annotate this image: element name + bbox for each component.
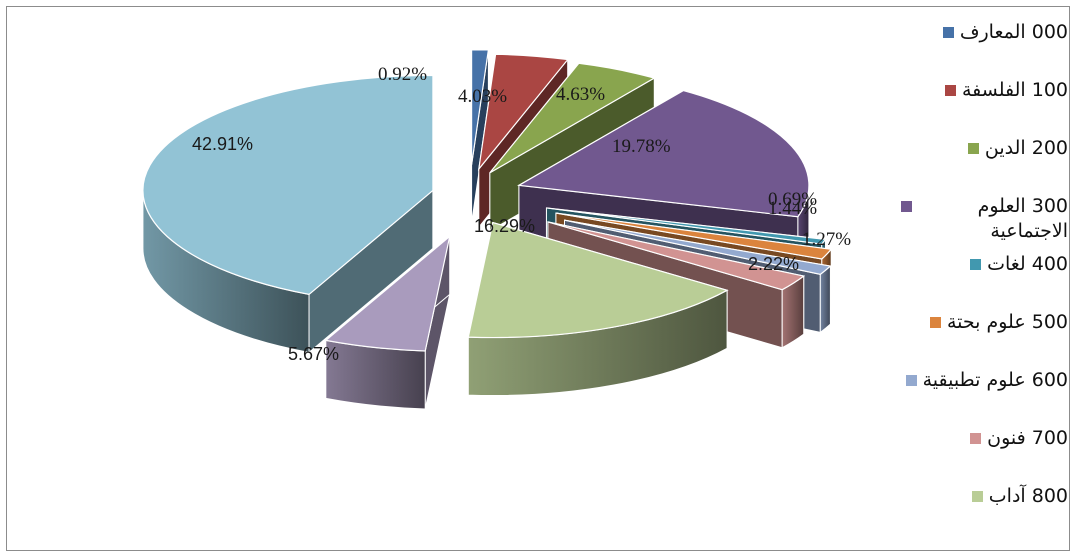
pie-slice bbox=[142, 74, 434, 354]
data-label: 1.44% bbox=[768, 198, 817, 219]
legend-swatch bbox=[905, 375, 917, 386]
data-label: 4.63% bbox=[556, 84, 605, 105]
pie-slice bbox=[324, 234, 451, 410]
pie-slice bbox=[467, 221, 729, 397]
legend-swatch bbox=[970, 259, 982, 270]
legend-label: 300 العلوم الاجتماعية bbox=[977, 195, 1068, 242]
data-label: 4.03% bbox=[458, 86, 507, 107]
legend-swatch bbox=[971, 491, 983, 502]
legend-label: 800 آداب bbox=[988, 485, 1068, 507]
legend-swatch bbox=[929, 317, 941, 328]
legend-label: 500 علوم بحتة bbox=[946, 311, 1068, 333]
legend-swatch bbox=[942, 27, 954, 38]
legend-item: 300 العلوم الاجتماعية bbox=[901, 194, 1068, 244]
data-label: 0.69% bbox=[768, 189, 817, 210]
data-label: 0.92% bbox=[378, 64, 427, 85]
legend-item: 800 آداب bbox=[971, 484, 1068, 509]
legend-item: 200 الدين bbox=[967, 136, 1068, 161]
legend-item: 600 علوم تطبيقية bbox=[905, 368, 1068, 393]
legend-swatch bbox=[967, 143, 979, 154]
legend-label: 100 الفلسفة bbox=[961, 79, 1068, 101]
legend-label: 000 المعارف bbox=[959, 21, 1068, 43]
data-label: 19.78% bbox=[612, 136, 671, 157]
legend-label: 700 فنون bbox=[987, 427, 1068, 449]
legend-item: 100 الفلسفة bbox=[944, 78, 1068, 103]
legend-item: 500 علوم بحتة bbox=[929, 310, 1068, 335]
legend-swatch bbox=[901, 201, 912, 212]
pie-slice bbox=[470, 49, 490, 223]
data-label: 2.22% bbox=[748, 254, 799, 274]
legend-swatch bbox=[970, 433, 982, 444]
data-label: 42.91% bbox=[192, 134, 253, 154]
legend-item: 400 لغات bbox=[970, 252, 1068, 277]
legend-label: 600 علوم تطبيقية bbox=[922, 369, 1068, 391]
data-label: 5.67% bbox=[288, 344, 339, 364]
legend-swatch bbox=[944, 85, 956, 96]
legend-label: 400 لغات bbox=[987, 253, 1068, 275]
legend-item: 700 فنون bbox=[970, 426, 1068, 451]
legend-label: 200 الدين bbox=[984, 137, 1068, 159]
legend-item: 000 المعارف bbox=[942, 20, 1068, 45]
data-label: 16.29% bbox=[474, 216, 535, 236]
data-label: 1.27% bbox=[802, 229, 851, 250]
